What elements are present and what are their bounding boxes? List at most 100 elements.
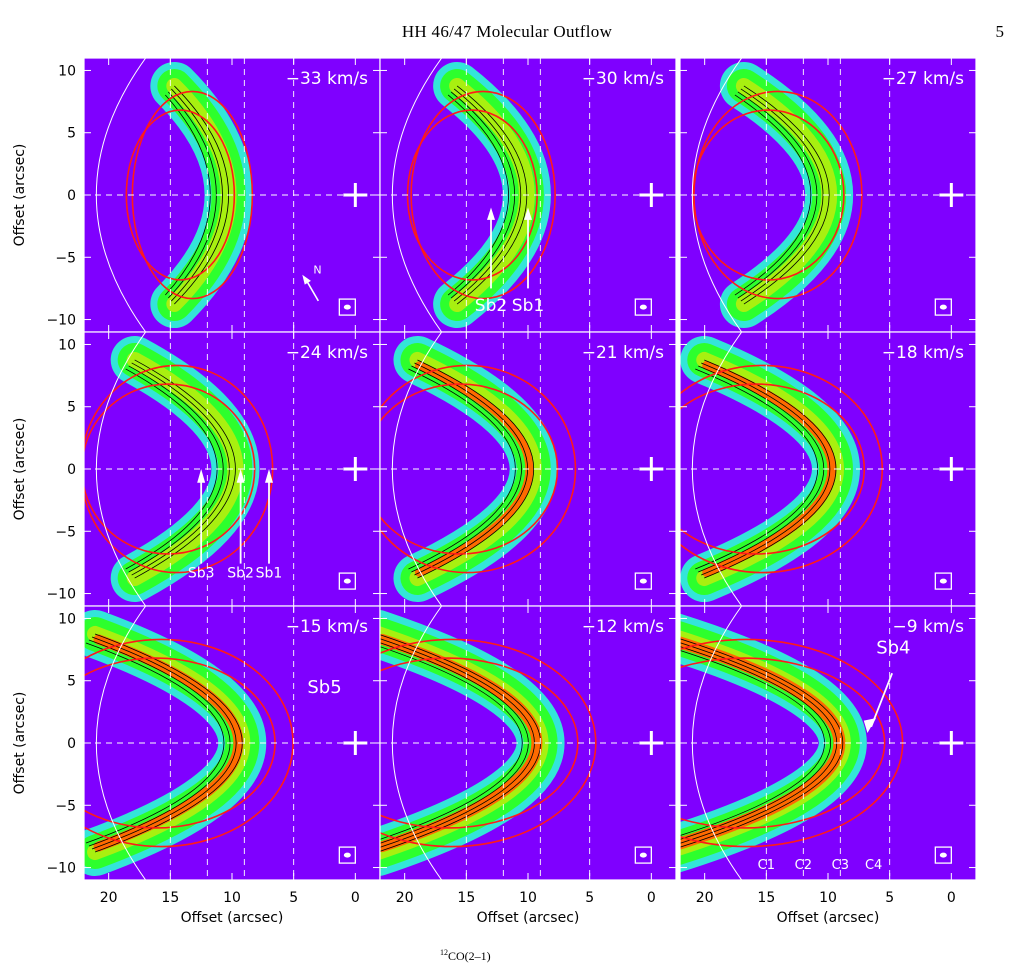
channel-panel: −30 km/s Sb2 Sb1 — [379, 57, 677, 333]
y-axis-label: Offset (arcsec) — [12, 692, 28, 795]
x-axis-label: Offset (arcsec) — [181, 910, 284, 926]
contour-line — [453, 88, 522, 302]
contour-line — [85, 642, 225, 844]
y-tick-label: 5 — [67, 674, 76, 690]
page-header: HH 46/47 Molecular Outflow 5 — [0, 0, 1014, 60]
annotation-label: Sb5 — [307, 677, 341, 698]
y-tick-label: −10 — [46, 313, 76, 329]
beam-ellipse — [939, 578, 947, 584]
contour-line — [411, 365, 522, 573]
model-ellipse — [380, 657, 579, 829]
beam-box — [338, 572, 356, 590]
y-tick-label: 10 — [58, 611, 76, 627]
velocity-label: −27 km/s — [882, 69, 964, 89]
contour-line — [680, 646, 832, 840]
x-tick-label: 0 — [351, 890, 360, 906]
beam-box — [338, 298, 356, 316]
annotation-arrow — [870, 672, 893, 728]
beam-ellipse — [343, 852, 351, 858]
y-tick-label: 0 — [67, 462, 76, 478]
beam-box — [934, 846, 952, 864]
contour-line — [128, 365, 224, 573]
x-tick-label: 0 — [947, 890, 956, 906]
x-tick-label: 10 — [223, 890, 241, 906]
beam-box — [634, 846, 652, 864]
y-tick-label: −10 — [46, 861, 76, 877]
caption-fragment: 12CO(2–1) — [440, 948, 491, 964]
x-tick-label: 20 — [396, 890, 414, 906]
channel-panel: −24 km/s Sb3 Sb2 Sb1 — [83, 331, 381, 607]
y-tick-label: 5 — [67, 126, 76, 142]
x-tick-label: 0 — [647, 890, 656, 906]
component-label: C1 — [758, 858, 775, 873]
beam-box — [934, 298, 952, 316]
contour-line — [680, 638, 844, 848]
compass-arrow — [305, 279, 320, 302]
y-tick-label: −5 — [55, 798, 76, 814]
contour-line — [447, 94, 509, 296]
model-ellipse — [680, 383, 866, 555]
velocity-label: −15 km/s — [286, 617, 368, 637]
x-tick-label: 5 — [585, 890, 594, 906]
annotation-arrowhead — [487, 207, 495, 220]
beam-ellipse — [343, 304, 351, 310]
beam-box — [338, 846, 356, 864]
annotation-label: Sb4 — [876, 637, 910, 658]
annotation-arrowhead — [524, 207, 532, 220]
y-tick-label: −10 — [46, 587, 76, 603]
x-axis-label: Offset (arcsec) — [477, 910, 580, 926]
contour-line — [734, 94, 812, 296]
annotation-label: Sb2 — [227, 565, 254, 581]
beam-ellipse — [939, 304, 947, 310]
page-number: 5 — [995, 22, 1005, 41]
y-tick-label: −5 — [55, 250, 76, 266]
x-tick-label: 20 — [100, 890, 118, 906]
channel-panel: −27 km/s — [679, 57, 977, 333]
velocity-label: −12 km/s — [582, 617, 664, 637]
channel-panel: −12 km/s — [379, 605, 677, 881]
annotation-arrowhead — [265, 469, 273, 483]
beam-box — [934, 572, 952, 590]
annotation-arrowhead — [197, 469, 206, 483]
beam-ellipse — [639, 852, 647, 858]
x-tick-label: 10 — [819, 890, 837, 906]
beam-ellipse — [343, 578, 351, 584]
y-tick-label: 0 — [67, 736, 76, 752]
annotation-label: Sb1 — [512, 296, 544, 316]
model-ellipse — [680, 657, 886, 829]
velocity-label: −18 km/s — [882, 343, 964, 363]
contour-line — [417, 359, 534, 579]
contour-line — [740, 88, 824, 302]
model-ellipse — [380, 364, 577, 574]
velocity-label: −21 km/s — [582, 343, 664, 363]
contour-line — [380, 646, 523, 840]
velocity-label: −30 km/s — [582, 69, 664, 89]
x-tick-label: 15 — [161, 890, 179, 906]
velocity-label: −33 km/s — [286, 69, 368, 89]
contour-line — [701, 362, 831, 576]
channel-panel: −33 km/s N — [83, 57, 381, 333]
x-axis-label: Offset (arcsec) — [777, 910, 880, 926]
annotation-arrowhead — [236, 469, 245, 483]
channel-panel: −15 km/s Sb5 — [83, 605, 381, 881]
compass-arrowhead — [302, 274, 311, 285]
beam-ellipse — [639, 578, 647, 584]
beam-box — [634, 298, 652, 316]
x-tick-label: 15 — [457, 890, 475, 906]
beam-box — [634, 572, 652, 590]
caption-sup: 12 — [440, 948, 448, 957]
y-axis-label: Offset (arcsec) — [12, 418, 28, 521]
y-tick-label: 0 — [67, 188, 76, 204]
beam-ellipse — [639, 304, 647, 310]
running-title: HH 46/47 Molecular Outflow — [401, 22, 613, 41]
velocity-label: −24 km/s — [286, 343, 368, 363]
annotation-label: Sb1 — [256, 565, 283, 581]
model-ellipse — [380, 638, 597, 848]
contour-line — [91, 636, 237, 850]
model-ellipse — [410, 90, 556, 300]
x-tick-label: 15 — [757, 890, 775, 906]
y-tick-label: −5 — [55, 524, 76, 540]
compass-label: N — [313, 263, 321, 276]
y-tick-label: 10 — [58, 63, 76, 79]
